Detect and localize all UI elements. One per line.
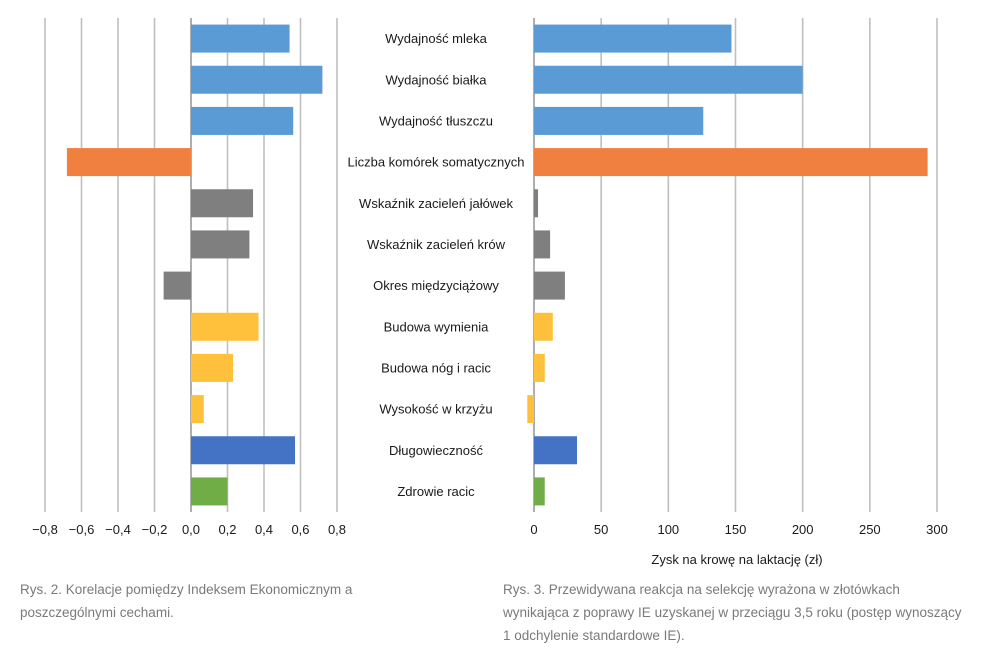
tick-label: 100 [657,522,679,537]
right-chart-gridlines [533,18,938,512]
bar-left [191,436,296,465]
category-label: Długowieczność [389,443,483,458]
bar-left [191,353,233,382]
tick-label: −0,2 [142,522,168,537]
bar-left [191,395,204,424]
bar-right [534,436,577,465]
bar-right [534,148,928,177]
tick-label: 0,6 [291,522,309,537]
category-label: Wydajność mleka [385,31,488,46]
bar-right [534,189,539,218]
tick-label: 0,4 [255,522,273,537]
category-label: Wskaźnik zacieleń krów [367,237,506,252]
category-label: Wydajność tłuszczu [379,113,493,128]
category-labels: Wydajność mleka Wydajność białka Wydajność… [347,31,524,499]
category-label: Wskaźnik zacieleń jałówek [359,196,513,211]
bar-right [534,312,553,341]
tick-label: −0,4 [105,522,131,537]
right-chart-bars [527,24,928,506]
bar-right [534,230,551,259]
figure-caption-left: Rys. 2. Korelacje pomiędzy Indeksem Ekon… [20,582,353,620]
bar-right [534,271,565,300]
left-chart-tick-labels: −0,8 −0,6 −0,4 −0,2 0,0 0,2 0,4 0,6 0,8 [32,522,346,537]
bar-left [191,189,254,218]
bar-left [191,65,323,94]
tick-label: 50 [594,522,608,537]
right-chart-tick-labels: 0 50 100 150 200 250 300 [530,522,947,537]
category-label: Okres międzyciążowy [373,278,499,293]
left-chart-bars [66,24,323,506]
category-label: Budowa nóg i racic [381,360,491,375]
tick-label: 0,8 [328,522,346,537]
figure-caption-right: Rys. 3. Przewidywana reakcja na selekcję… [503,582,962,643]
tick-label: 300 [926,522,948,537]
bar-left [191,312,259,341]
bar-right [534,24,732,53]
bar-right [534,106,704,135]
category-label: Zdrowie racic [397,484,475,499]
tick-label: 150 [725,522,747,537]
tick-label: −0,8 [32,522,58,537]
category-label: Budowa wymienia [384,319,490,334]
category-label: Wydajność białka [385,72,487,87]
tick-label: 0,0 [182,522,200,537]
bar-left [191,24,290,53]
bar-left [66,148,191,177]
category-label: Liczba komórek somatycznych [347,155,524,170]
tick-label: 0,2 [218,522,236,537]
category-label: Wysokość w krzyżu [379,402,492,417]
left-chart-gridlines [44,18,338,512]
tick-label: 250 [859,522,881,537]
bar-left [191,477,228,506]
bar-left [163,271,191,300]
bar-right [534,353,545,382]
bar-right [534,477,545,506]
bar-left [191,230,250,259]
tick-label: −0,6 [69,522,95,537]
tick-label: 0 [530,522,537,537]
tick-label: 200 [792,522,814,537]
bar-right [534,65,803,94]
bar-right [527,395,534,424]
bar-left [191,106,294,135]
right-chart-x-axis-label: Zysk na krowę na laktację (zł) [651,552,822,567]
